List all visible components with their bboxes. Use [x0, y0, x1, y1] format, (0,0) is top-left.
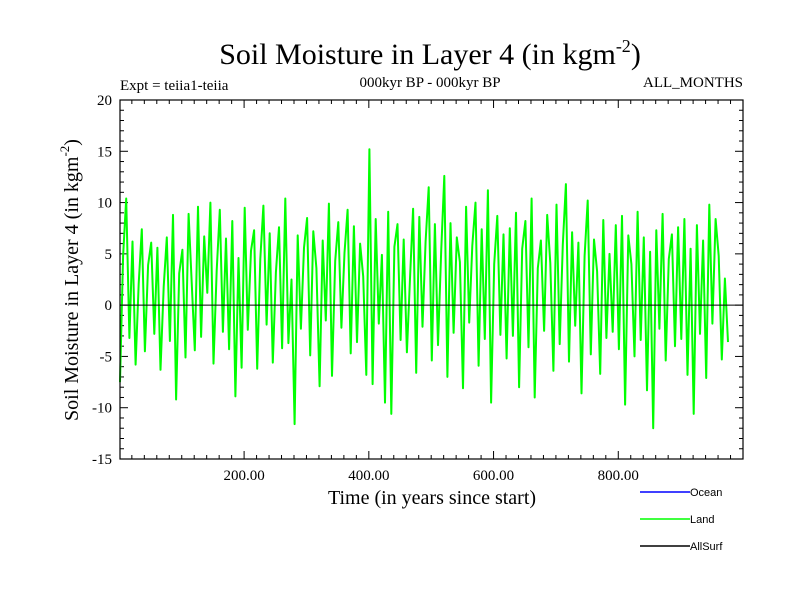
x-axis-label: Time (in years since start)	[328, 487, 536, 509]
y-tick-label: -15	[92, 452, 112, 468]
x-tick-labels: 200.00 400.00 600.00 800.00	[223, 468, 638, 484]
y-tick-label: -5	[100, 349, 113, 365]
x-tick-label: 200.00	[223, 468, 264, 484]
y-tick-label: 5	[105, 247, 113, 263]
x-tick-label: 800.00	[598, 468, 639, 484]
legend-label-allsurf: AllSurf	[690, 541, 723, 553]
y-axis-label-close: )	[61, 139, 83, 146]
y-axis-label: Soil Moisture in Layer 4 (in kgm-2)	[57, 139, 83, 421]
subtitle-right: ALL_MONTHS	[643, 75, 743, 91]
plot-frame	[119, 99, 744, 460]
y-axis-label-sup: -2	[57, 146, 72, 157]
chart-title-main: Soil Moisture in Layer 4 (in kgm	[219, 38, 616, 71]
y-tick-label: 15	[97, 144, 112, 160]
subtitle-left: Expt = teiia1-teiia	[120, 78, 229, 94]
x-tick-label: 400.00	[348, 468, 389, 484]
y-tick-label: -10	[92, 401, 112, 417]
series-line-land	[119, 148, 729, 430]
y-tick-label: 10	[97, 196, 112, 212]
legend: Ocean Land AllSurf	[640, 487, 723, 553]
subtitle-center: 000kyr BP - 000kyr BP	[359, 75, 500, 91]
y-axis-label-main: Soil Moisture in Layer 4 (in kgm	[61, 156, 83, 421]
y-tick-labels: -15 -10 -5 0 5 10 15 20	[92, 93, 112, 468]
y-tick-label: 20	[97, 93, 112, 109]
x-tick-label: 600.00	[473, 468, 514, 484]
chart-title: Soil Moisture in Layer 4 (in kgm-2)	[219, 36, 641, 71]
y-tick-label: 0	[105, 298, 113, 314]
legend-label-ocean: Ocean	[690, 487, 722, 499]
legend-label-land: Land	[690, 514, 714, 526]
chart-title-close: )	[631, 38, 641, 71]
chart-title-sup: -2	[616, 36, 631, 56]
axis-ticks	[120, 99, 743, 460]
